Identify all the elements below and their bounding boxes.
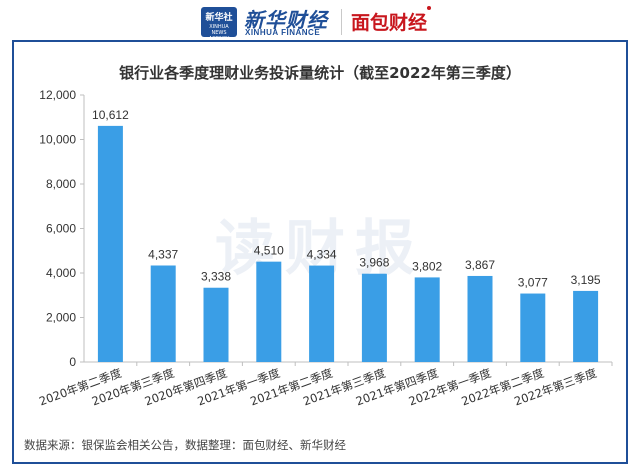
bar [309,265,335,362]
mianbao-finance-logo-text: 面包财经 [351,12,428,34]
data-label: 3,968 [359,256,389,270]
xinhua-badge-en: XINHUA NEWS AGENCY [208,24,230,42]
data-label: 3,195 [571,273,601,287]
bar [520,293,546,362]
xinhua-finance-logo-en: XINHUA FINANCE [245,28,321,37]
data-label: 3,077 [518,276,548,290]
y-tick-label: 10,000 [39,133,76,147]
xinhua-badge-cn: 新华社 [205,13,233,23]
y-tick-label: 12,000 [39,88,76,102]
xinhua-badge-logo: 新华社 XINHUA NEWS AGENCY [201,7,237,42]
bar [573,290,599,362]
bar [256,261,282,362]
bar [97,125,123,363]
chart-frame [12,40,628,464]
xinhua-finance-logo-text: 新华财经 [244,8,328,32]
bar [467,275,493,362]
data-label: 3,802 [412,259,442,273]
bar [150,265,176,362]
logo-bar: 新华社 XINHUA NEWS AGENCY 新华财经 XINHUA FINAN… [0,0,640,42]
data-label: 4,510 [254,244,284,258]
chart-title: 银行业各季度理财业务投诉量统计（截至2022年第三季度） [119,64,521,82]
y-tick-label: 2,000 [46,311,76,325]
y-tick-label: 0 [69,355,76,369]
data-label: 3,338 [201,270,231,284]
data-label: 4,337 [148,248,178,262]
mianbao-logo-dot [427,6,431,10]
bar [203,287,229,362]
y-tick-label: 8,000 [46,177,76,191]
data-label: 10,612 [92,108,129,122]
logo-divider [341,9,342,35]
y-tick-label: 4,000 [46,266,76,280]
source-note: 数据来源：银保监会相关公告，数据整理：面包财经、新华财经 [24,438,346,452]
data-label: 4,334 [307,248,337,262]
data-label: 3,867 [465,258,495,272]
y-tick-label: 6,000 [46,222,76,236]
bar [414,277,440,362]
bar [361,273,387,362]
